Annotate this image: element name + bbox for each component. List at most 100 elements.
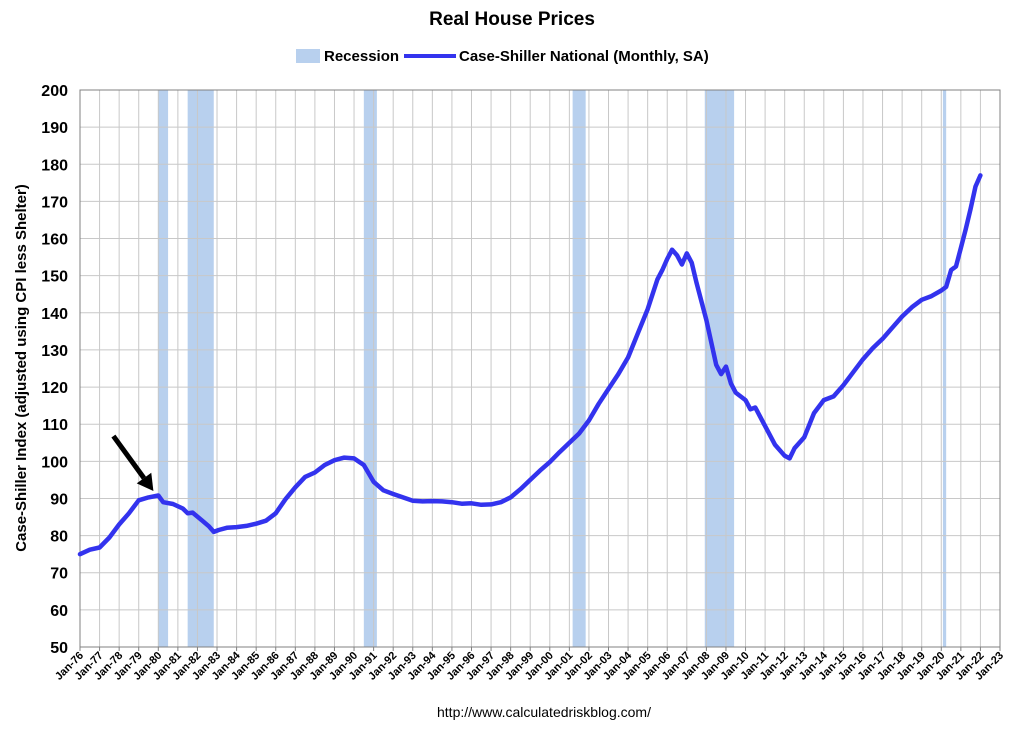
- data-point: [343, 456, 346, 459]
- data-point: [891, 326, 894, 329]
- y-axis-label: Case-Shiller Index (adjusted using CPI l…: [13, 184, 30, 552]
- data-point: [421, 500, 424, 503]
- y-tick-label: 50: [50, 640, 68, 657]
- data-point: [852, 371, 855, 374]
- data-point: [729, 382, 733, 385]
- data-point: [548, 460, 551, 464]
- data-point: [245, 524, 248, 528]
- y-tick-label: 80: [50, 529, 68, 546]
- y-tick-label: 200: [41, 83, 68, 100]
- data-point: [480, 503, 483, 506]
- data-point: [568, 441, 571, 444]
- data-point: [529, 478, 532, 482]
- data-point: [822, 398, 825, 402]
- data-point: [212, 530, 215, 534]
- data-point: [207, 525, 211, 528]
- annotation-arrow-shaft: [111, 434, 147, 480]
- data-point: [910, 306, 914, 309]
- data-point: [294, 486, 297, 489]
- data-point: [255, 522, 258, 525]
- y-tick-label: 60: [50, 603, 68, 620]
- data-point: [695, 281, 698, 285]
- legend-series-label: Case-Shiller National (Monthly, SA): [459, 48, 709, 65]
- data-point: [274, 512, 277, 515]
- gridlines: [79, 89, 1001, 648]
- data-point: [157, 494, 160, 497]
- data-point: [719, 372, 723, 376]
- data-point: [313, 471, 317, 474]
- data-point: [749, 408, 752, 411]
- y-tick-label: 120: [41, 380, 68, 397]
- annotation-arrow-head: [136, 472, 154, 492]
- data-point: [217, 528, 220, 532]
- data-point: [489, 503, 493, 506]
- data-point: [392, 492, 395, 496]
- data-point: [88, 548, 92, 551]
- legend: Recession Case-Shiller National (Monthly…: [296, 48, 709, 65]
- data-point: [372, 480, 375, 483]
- recession-band-2: [187, 90, 214, 647]
- data-point: [117, 523, 121, 526]
- data-point: [744, 398, 747, 402]
- legend-recession-label: Recession: [324, 48, 399, 65]
- data-point: [636, 332, 640, 335]
- data-point: [666, 257, 669, 261]
- data-point: [680, 263, 684, 266]
- data-point: [881, 337, 884, 340]
- data-point: [842, 384, 845, 387]
- data-point: [382, 489, 385, 492]
- recession-band-6: [942, 90, 947, 647]
- data-point: [803, 436, 806, 439]
- data-point: [969, 207, 972, 210]
- annotation-layer: [111, 434, 154, 492]
- data-point: [162, 501, 165, 504]
- data-point: [974, 185, 977, 188]
- data-point: [793, 447, 796, 450]
- data-point: [431, 499, 434, 503]
- data-point: [587, 419, 591, 422]
- data-point: [323, 463, 326, 467]
- y-tick-label: 150: [41, 269, 68, 286]
- data-point: [577, 432, 581, 435]
- data-point: [832, 395, 835, 398]
- recession-band-3: [363, 90, 377, 647]
- data-point: [783, 454, 786, 457]
- data-point: [171, 502, 175, 506]
- data-point: [186, 512, 189, 515]
- data-point: [920, 298, 923, 301]
- data-point: [235, 525, 238, 529]
- plot-area-border: [79, 89, 1001, 648]
- data-point: [450, 501, 454, 504]
- data-point: [147, 496, 150, 499]
- data-point: [675, 254, 679, 257]
- y-tick-label: 190: [41, 120, 68, 137]
- data-point: [264, 519, 268, 522]
- recession-band-4: [572, 90, 586, 647]
- data-point: [940, 289, 943, 292]
- data-point: [617, 372, 620, 376]
- y-tick-label: 130: [41, 343, 68, 360]
- data-point: [284, 498, 287, 501]
- data-point: [509, 496, 512, 499]
- y-axis-ticks: 50 60 70 80 90 100 110 120 130 140 150 160 170 180 190…: [41, 83, 68, 657]
- data-point: [362, 463, 365, 467]
- y-tick-label: 110: [42, 417, 68, 434]
- data-point: [900, 315, 904, 318]
- data-point: [861, 358, 865, 361]
- data-point: [812, 411, 816, 415]
- data-point: [871, 346, 874, 350]
- data-point: [78, 553, 82, 556]
- data-point: [538, 469, 542, 472]
- data-point: [788, 457, 791, 460]
- series-layer: [77, 173, 983, 557]
- data-point: [670, 248, 674, 251]
- data-point: [949, 268, 953, 272]
- data-point: [333, 459, 336, 462]
- data-point: [303, 475, 307, 479]
- data-point: [945, 285, 948, 288]
- data-point: [558, 450, 561, 454]
- data-point: [597, 402, 600, 405]
- data-point: [460, 502, 463, 505]
- data-point: [499, 501, 503, 504]
- y-tick-label: 90: [50, 491, 68, 508]
